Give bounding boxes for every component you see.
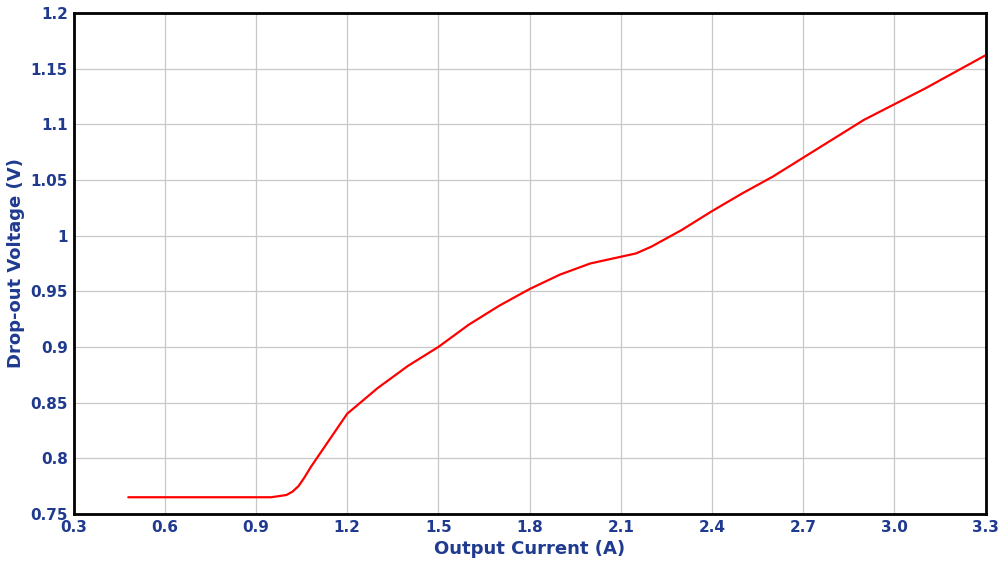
Y-axis label: Drop-out Voltage (V): Drop-out Voltage (V) (7, 159, 25, 368)
X-axis label: Output Current (A): Output Current (A) (434, 540, 625, 558)
